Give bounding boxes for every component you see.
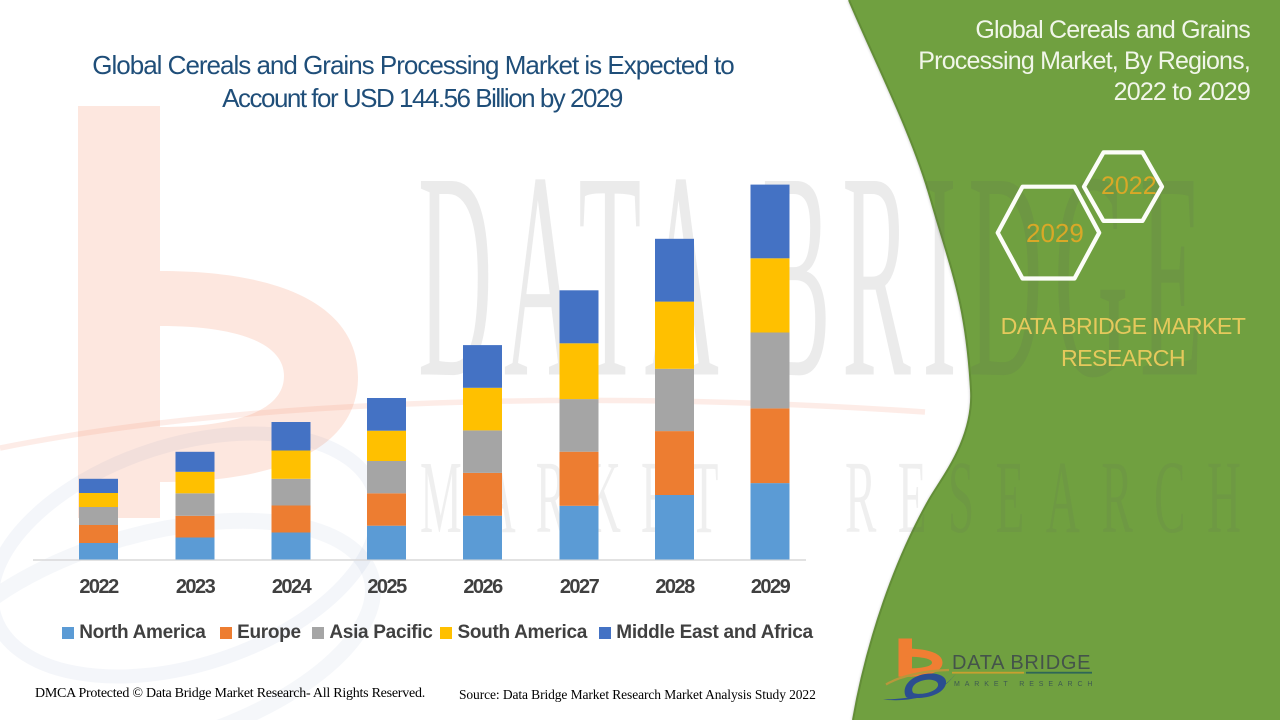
svg-text:RESEARCH: RESEARCH [845,441,1262,556]
svg-text:MARKET RESEARCH: MARKET RESEARCH [954,681,1097,688]
svg-text:DATA BRIDGE: DATA BRIDGE [418,111,1214,438]
svg-text:DATA BRIDGE: DATA BRIDGE [952,652,1091,674]
